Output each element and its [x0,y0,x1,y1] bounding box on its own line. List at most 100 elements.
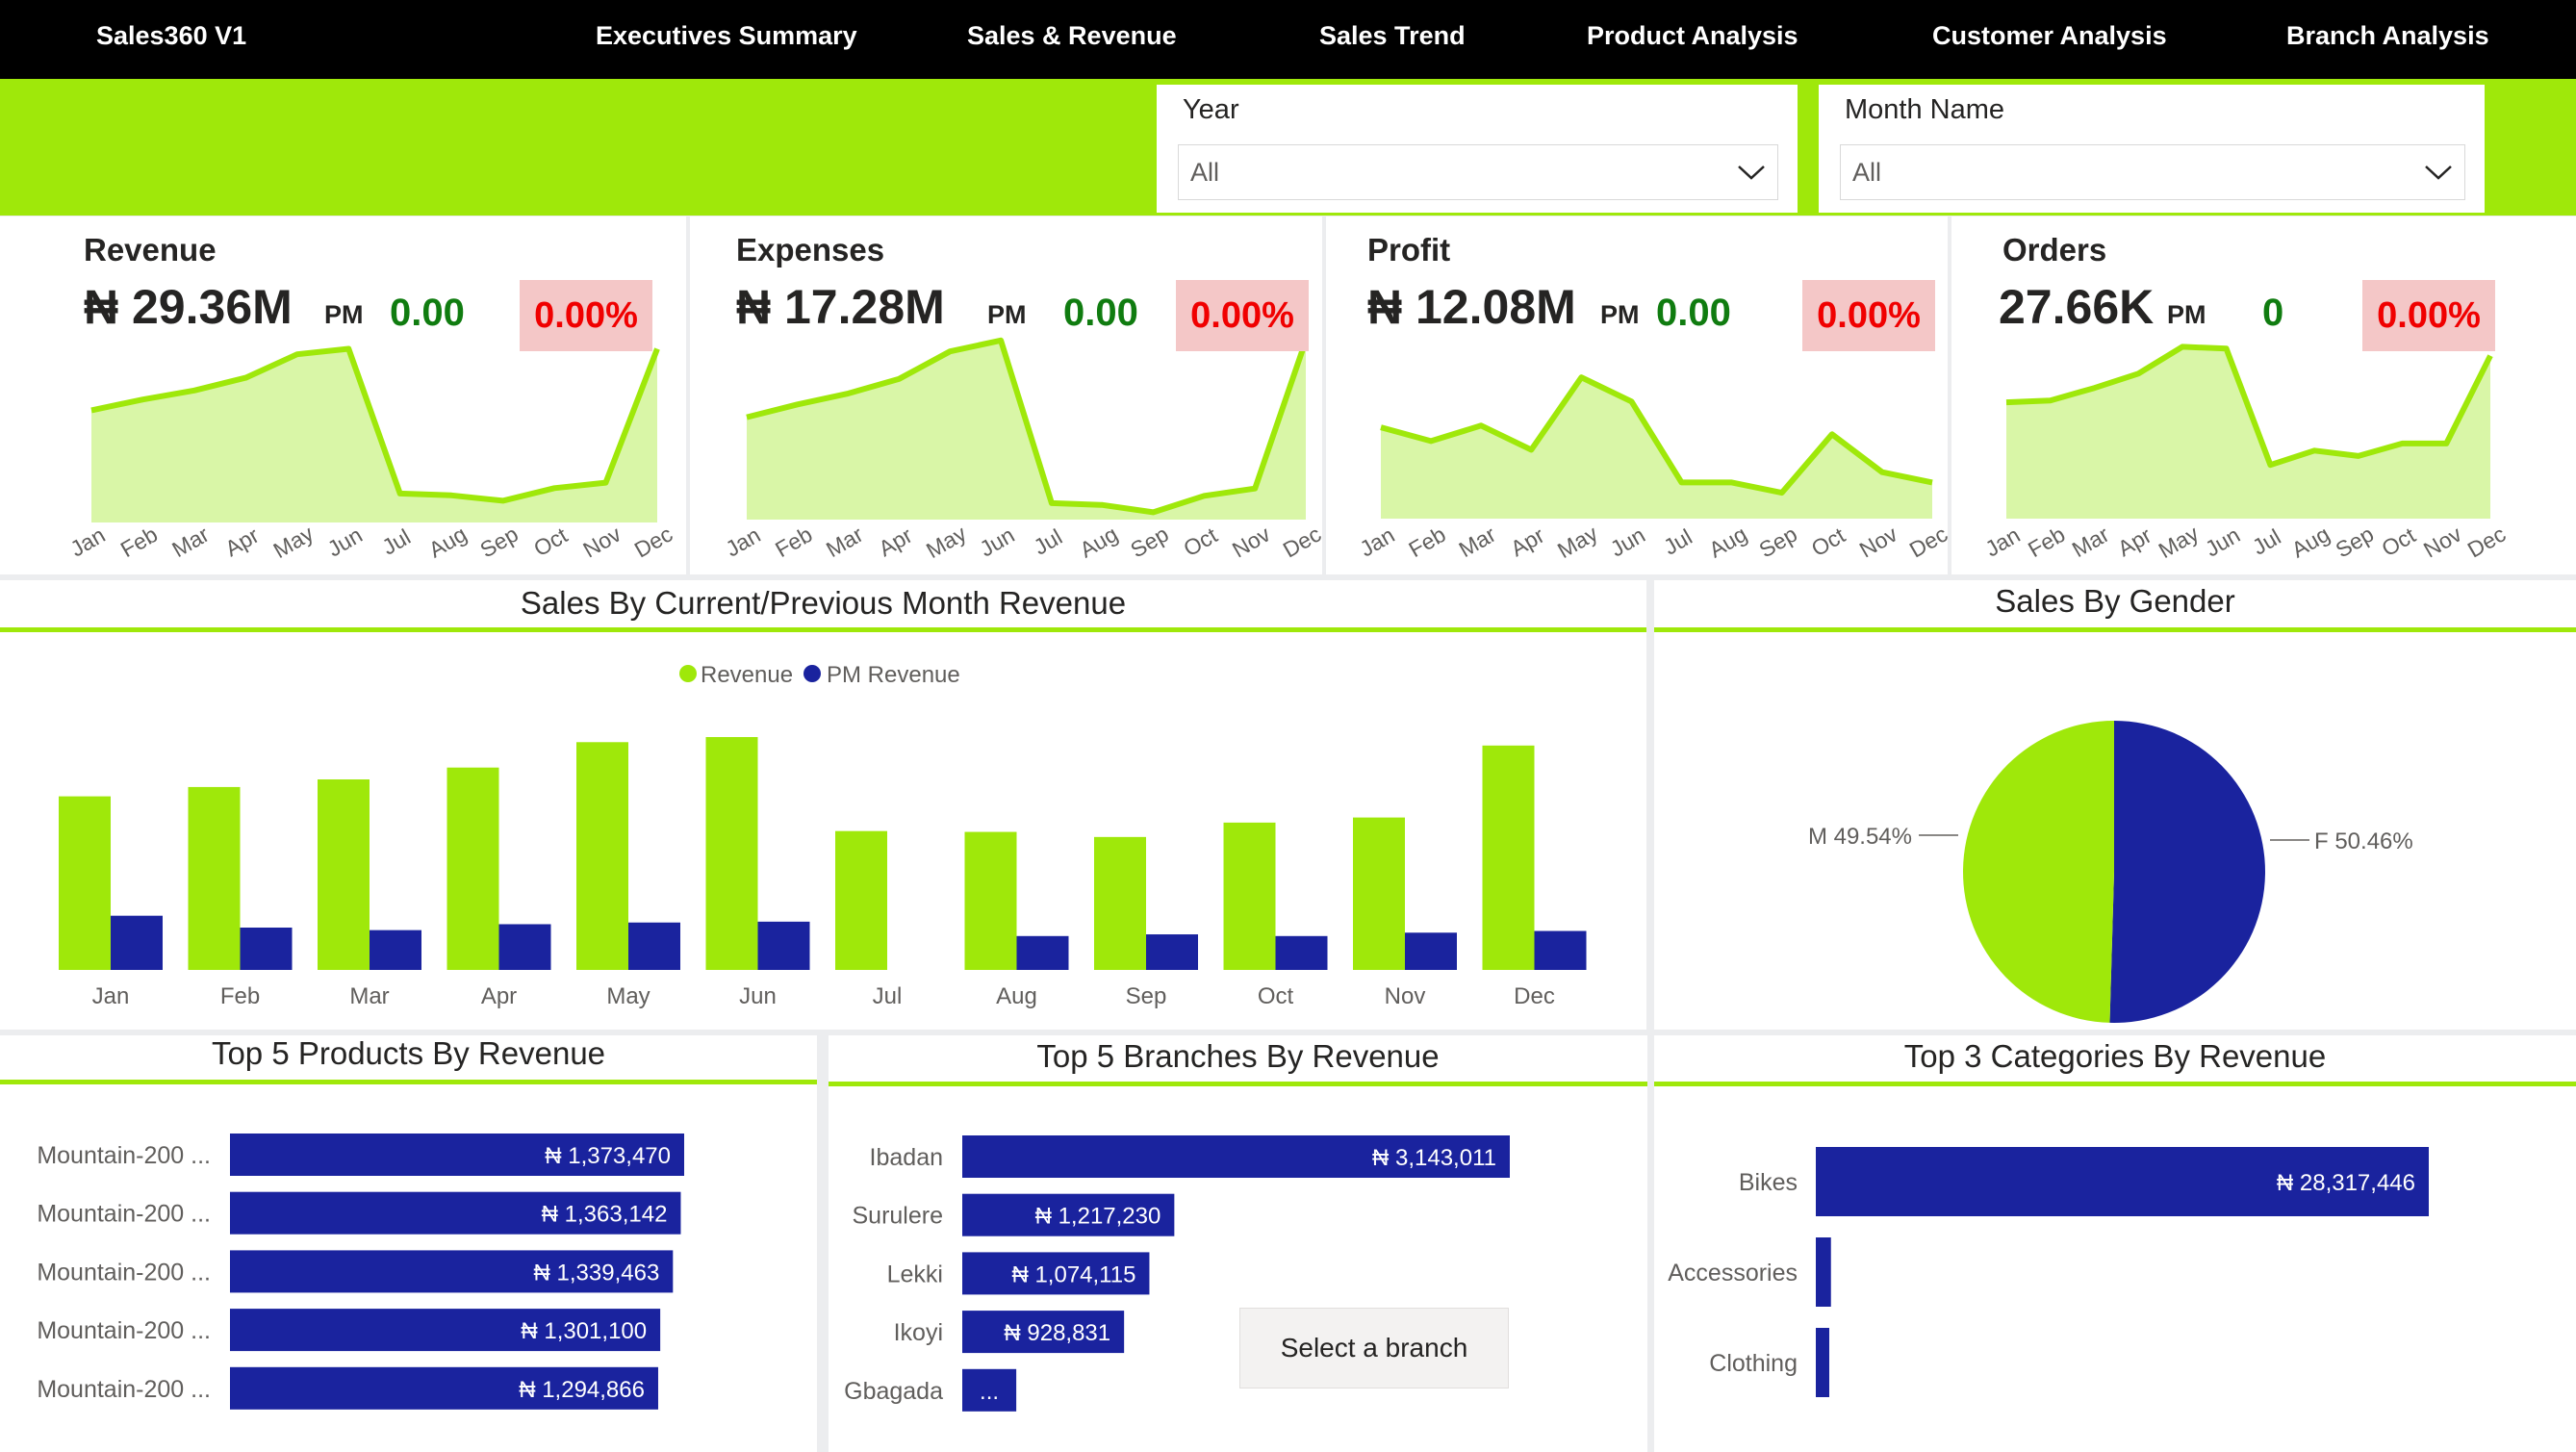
x-axis-label: Apr [481,983,517,1009]
sparkline-month-label: Aug [1704,522,1750,563]
sparkline-line [746,337,1309,516]
bar [1816,1147,2429,1216]
x-axis-label: Dec [1514,983,1555,1009]
bar-revenue [318,779,370,970]
panel-title: Top 5 Products By Revenue [211,1035,606,1071]
panel-title: Sales By Gender [1995,583,2235,619]
bar-revenue [1223,822,1276,970]
nav-branch-analysis[interactable]: Branch Analysis [2286,21,2489,50]
month-dropdown[interactable]: All [1840,144,2465,200]
bar-pm-revenue [498,924,551,970]
sparkline-month-label: Jun [976,522,1019,562]
panel-underline [0,1080,817,1084]
bar-pm-revenue [757,921,810,970]
kpi-value: 27.66K [1999,280,2155,334]
nav-sales-trend[interactable]: Sales Trend [1319,21,1466,50]
x-axis-label: May [606,983,650,1009]
bar [230,1191,681,1235]
bar-pm-revenue [1016,935,1069,970]
bar [1816,1237,1831,1307]
bar-value-label: ₦ 3,143,011 [1372,1145,1496,1171]
nav-executives-summary[interactable]: Executives Summary [596,21,857,50]
sparkline-month-label: Aug [1076,522,1122,563]
sparkline-month-label: Jul [1030,523,1066,559]
bar-revenue [1094,836,1146,970]
kpi-title: Expenses [736,232,885,267]
sparkline-month-label: Feb [771,522,816,562]
nav-sales-revenue[interactable]: Sales & Revenue [967,21,1177,50]
year-slicer: Year All [1157,85,1798,213]
month-slicer: Month Name All [1819,85,2485,213]
bar-category-label: Gbagada [844,1378,943,1405]
select-branch-button[interactable]: Select a branch [1239,1308,1509,1388]
revenue-sparkline: Jan Feb Mar Apr May Jun Jul Aug Sep Oct Nov Dec [65,345,676,563]
bar-revenue [576,742,628,970]
bar-revenue [1353,817,1405,970]
kpi-title: Profit [1367,232,1451,267]
bar-value-label: ... [980,1379,999,1405]
kpi-card-revenue: Jan Feb Mar Apr May Jun Jul Aug Sep Oct Nov Dec Rev… [0,217,686,574]
bar-revenue [964,831,1017,970]
bar-revenue [59,796,111,970]
sparkline-line [2005,344,2493,469]
sparkline-month-label: Dec [630,522,676,563]
sparkline-month-label: Jun [323,522,367,562]
pie-slice-female [2109,721,2265,1023]
sales-by-month-panel: Sales By Current/Previous Month Revenue … [0,580,1646,1030]
panel-underline [829,1082,1647,1086]
bar-value-label: ₦ 1,294,866 [519,1377,645,1403]
bar [230,1250,674,1293]
bar [230,1366,658,1410]
sparkline-month-label: May [269,521,319,563]
monthly-revenue-chart: Revenue PM Revenue Jan Feb Mar Apr May Jun Jul Au… [59,662,1587,1009]
sparkline-month-label: Sep [1755,522,1801,563]
nav-customer-analysis[interactable]: Customer Analysis [1932,21,2167,50]
top-products-panel: Top 5 Products By Revenue Mountain-200 .… [0,1035,817,1452]
top-categories-chart: Bikes ₦ 28,317,446 Accessories Clothing [1668,1147,2429,1397]
sparkline-month-label: Apr [874,522,916,562]
bar-category-label: Mountain-200 ... [37,1376,211,1403]
pie-label-male: M 49.54% [1808,824,1912,850]
month-slicer-label: Month Name [1845,94,2005,125]
year-slicer-label: Year [1183,94,1239,125]
top-nav: Sales360 V1 Executives Summary Sales & R… [0,0,2576,79]
profit-sparkline: Jan Feb Mar Apr May Jun Jul Aug Sep Oct Nov Dec [1355,374,1948,563]
bar-category-label: Mountain-200 ... [37,1142,211,1169]
sparkline-month-label: Jul [1659,523,1696,559]
chevron-down-icon [2425,166,2452,180]
legend-pm-revenue-marker [803,665,821,682]
kpi-pm-value: 0.00 [390,292,465,334]
bar-value-label: ₦ 1,074,115 [1011,1261,1135,1287]
bar [962,1135,1510,1178]
sparkline-month-label: Dec [1905,522,1948,563]
kpi-pm-label: PM [324,300,364,329]
x-axis-label: Jul [873,983,903,1009]
sparkline-line [1380,374,1933,497]
bar-pm-revenue [1146,934,1198,970]
panel-underline [1654,627,2576,632]
bar-category-label: Mountain-200 ... [37,1201,211,1228]
sparkline-month-label: Sep [2332,522,2378,563]
sparkline-month-label: Oct [529,522,573,562]
year-dropdown[interactable]: All [1178,144,1778,200]
bar-revenue [446,767,499,970]
kpi-pm-value: 0.00 [1656,292,1731,334]
panel-title: Top 3 Categories By Revenue [1903,1038,2327,1074]
bar-value-label: ₦ 1,217,230 [1035,1204,1161,1230]
bar [962,1311,1125,1354]
sparkline-month-label: Nov [578,521,625,562]
pie-label-female: F 50.46% [2314,828,2413,854]
expenses-sparkline: Jan Feb Mar Apr May Jun Jul Aug Sep Oct Nov Dec [721,337,1322,563]
kpi-pm-value: 0 [2262,292,2284,334]
kpi-card-orders: Jan Feb Mar Apr May Jun Jul Aug Sep Oct Nov Dec Ord… [1951,217,2576,574]
kpi-pm-label: PM [987,300,1027,329]
kpi-pm-value: 0.00 [1063,292,1138,334]
bar-pm-revenue [111,915,163,970]
nav-product-analysis[interactable]: Product Analysis [1587,21,1798,50]
sparkline-month-label: Jan [721,522,764,562]
x-axis-label: Aug [996,983,1037,1009]
sparkline-month-label: Apr [220,522,263,562]
sparkline-month-label: Feb [1404,522,1449,562]
panel-underline [0,627,1646,632]
bar [1816,1328,1829,1397]
